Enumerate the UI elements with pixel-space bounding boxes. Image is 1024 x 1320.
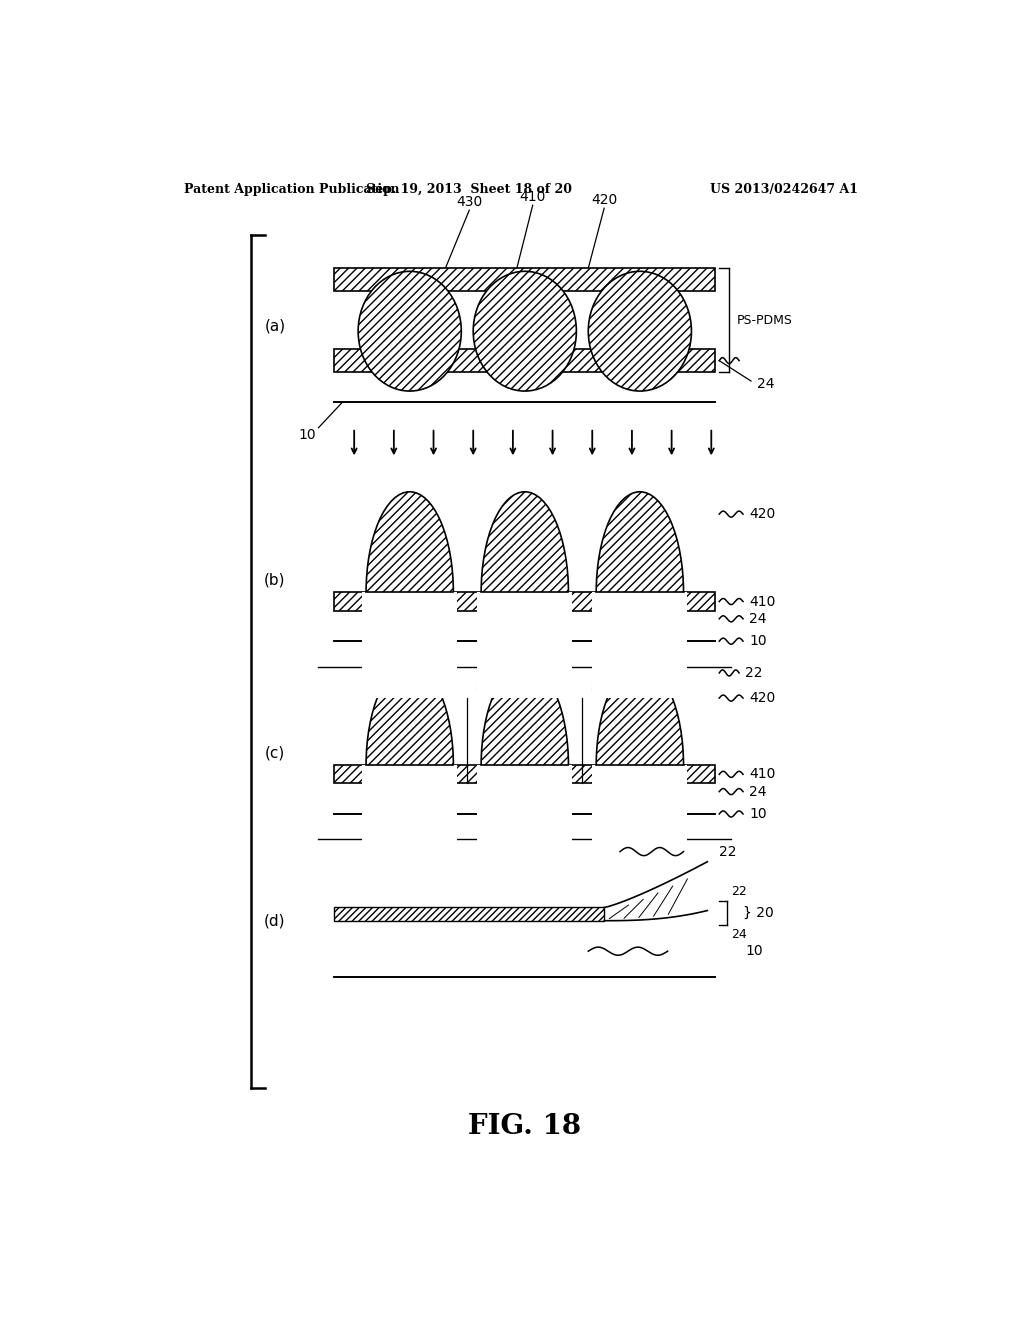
Text: 410: 410 xyxy=(519,190,546,205)
Text: Patent Application Publication: Patent Application Publication xyxy=(183,182,399,195)
Text: 10: 10 xyxy=(299,428,316,442)
FancyBboxPatch shape xyxy=(362,593,458,698)
Text: 22: 22 xyxy=(475,680,490,693)
Text: 24: 24 xyxy=(731,928,746,941)
Text: 24: 24 xyxy=(750,784,767,799)
Text: (d): (d) xyxy=(264,913,286,928)
Text: US 2013/0242647 A1: US 2013/0242647 A1 xyxy=(710,182,858,195)
Ellipse shape xyxy=(366,492,454,693)
FancyBboxPatch shape xyxy=(592,766,687,871)
FancyBboxPatch shape xyxy=(334,766,715,784)
Text: 24: 24 xyxy=(750,612,767,626)
Text: 420: 420 xyxy=(750,692,775,705)
Text: 24: 24 xyxy=(757,378,774,391)
FancyBboxPatch shape xyxy=(362,766,458,871)
Text: FIG. 18: FIG. 18 xyxy=(468,1113,582,1139)
FancyBboxPatch shape xyxy=(477,766,572,871)
Text: PS-PDMS: PS-PDMS xyxy=(736,314,793,326)
Text: 22: 22 xyxy=(590,680,606,693)
Ellipse shape xyxy=(596,492,684,693)
Text: (b): (b) xyxy=(264,573,286,587)
FancyBboxPatch shape xyxy=(334,268,715,290)
Text: 420: 420 xyxy=(750,507,775,521)
Text: 10: 10 xyxy=(750,807,767,821)
FancyBboxPatch shape xyxy=(477,593,572,698)
Text: Sep. 19, 2013  Sheet 18 of 20: Sep. 19, 2013 Sheet 18 of 20 xyxy=(367,182,572,195)
Text: 10: 10 xyxy=(750,634,767,648)
Text: (a): (a) xyxy=(264,318,286,334)
Text: 22: 22 xyxy=(745,667,763,680)
Ellipse shape xyxy=(588,272,691,391)
Ellipse shape xyxy=(366,664,454,866)
Text: } 20: } 20 xyxy=(743,906,774,920)
FancyBboxPatch shape xyxy=(334,593,715,611)
FancyBboxPatch shape xyxy=(592,593,687,698)
Text: 22: 22 xyxy=(731,886,746,899)
Ellipse shape xyxy=(358,272,461,391)
Text: 410: 410 xyxy=(750,767,776,781)
FancyBboxPatch shape xyxy=(334,350,715,372)
Ellipse shape xyxy=(481,664,568,866)
Text: 430: 430 xyxy=(456,195,482,210)
Text: (c): (c) xyxy=(264,746,285,760)
Text: 420: 420 xyxy=(591,193,617,207)
FancyBboxPatch shape xyxy=(334,907,604,921)
Ellipse shape xyxy=(596,664,684,866)
Text: 410: 410 xyxy=(750,594,776,609)
Text: 10: 10 xyxy=(745,944,763,958)
Ellipse shape xyxy=(473,272,577,391)
Ellipse shape xyxy=(481,492,568,693)
Text: 22: 22 xyxy=(719,845,736,858)
